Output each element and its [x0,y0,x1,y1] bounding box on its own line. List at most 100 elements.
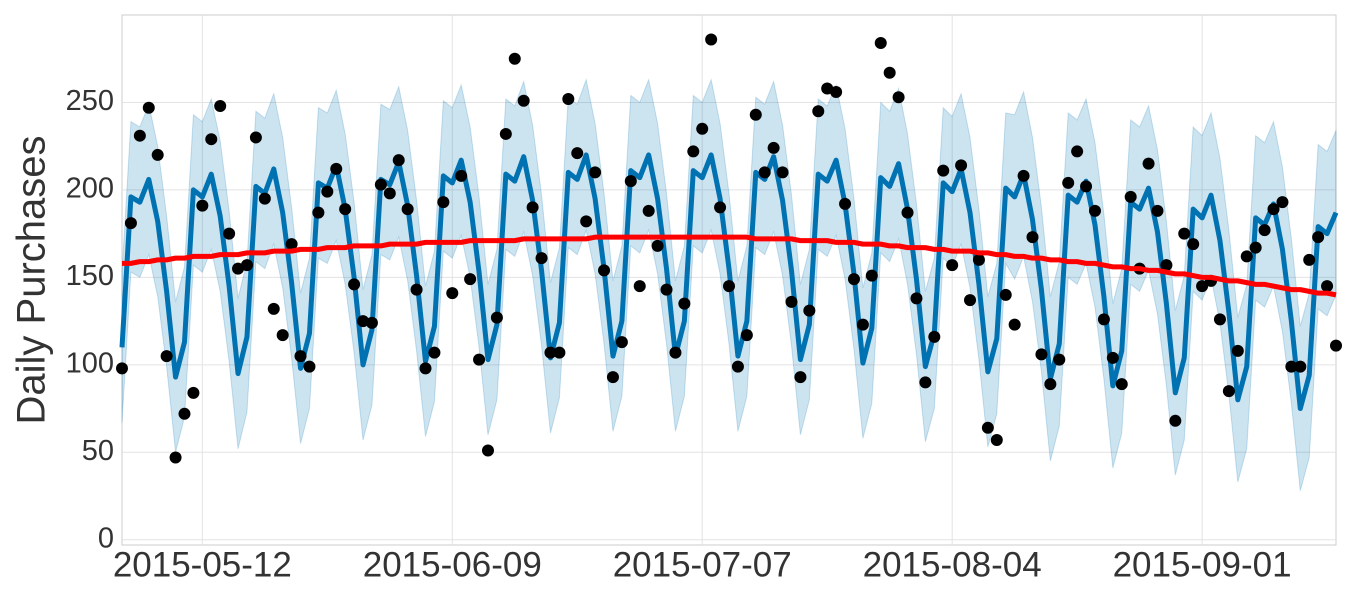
data-point [562,92,575,105]
data-point [285,238,298,251]
x-tick-label: 2015-06-09 [363,545,542,584]
data-point [481,444,494,457]
data-point [178,407,191,420]
data-point [669,346,682,359]
data-point [1267,203,1280,216]
data-point [946,259,959,272]
data-point [116,362,128,375]
data-point [571,147,584,160]
data-point [401,203,414,216]
data-point [1321,280,1334,293]
y-tick-label: 250 [66,85,114,117]
data-point [999,288,1012,301]
data-point [312,206,325,219]
data-point [517,94,530,107]
data-point [794,371,807,384]
data-point [1222,385,1235,398]
data-point [972,253,985,266]
data-point [321,185,334,198]
y-tick-label: 200 [66,173,114,205]
data-point [392,154,405,167]
data-point [160,350,173,363]
data-point [1276,196,1289,209]
data-point [1196,280,1209,293]
data-point [223,227,236,240]
data-point [1142,157,1155,170]
data-point [687,145,700,158]
data-point [526,201,539,214]
data-point [508,52,521,65]
data-point [473,353,486,366]
data-point [1115,378,1128,391]
data-point [740,329,753,342]
data-point [535,252,548,265]
data-point [892,91,905,104]
data-point [187,386,200,399]
data-point [624,175,637,188]
data-point [883,66,896,79]
data-point [348,278,361,291]
data-point [642,204,655,217]
data-point [133,129,146,142]
data-point [856,318,869,331]
data-point [1008,318,1021,331]
data-point [830,85,843,98]
x-tick-label: 2015-05-12 [113,545,292,584]
y-tick-label: 100 [66,347,114,379]
data-point [339,203,352,216]
data-point [803,304,816,317]
data-point [1062,176,1075,189]
data-point [151,148,164,161]
data-point [937,164,950,177]
data-point [142,101,155,114]
data-point [205,133,218,146]
data-point [580,215,593,228]
data-point [723,280,735,293]
data-point [1124,190,1137,203]
y-tick-label: 50 [82,435,114,467]
data-point [1312,231,1325,244]
x-tick-label: 2015-08-04 [863,545,1042,584]
data-point [1106,351,1119,364]
data-point [303,360,316,373]
data-point [990,434,1003,447]
data-point [776,166,789,179]
data-point [1160,259,1173,272]
data-point [357,315,370,328]
data-point [374,178,387,191]
data-point [651,239,664,252]
data-point [1285,360,1298,373]
data-point [437,196,450,209]
data-point [330,162,343,175]
data-point [705,33,718,46]
data-point [490,311,503,324]
data-point [464,273,477,286]
data-point [981,421,994,434]
data-point [847,273,860,286]
data-point [910,292,923,305]
data-point [428,346,441,359]
data-point [874,36,887,49]
data-point [1169,414,1182,427]
data-point [589,166,602,179]
data-point [1187,238,1200,251]
x-tick-label: 2015-09-01 [1113,545,1292,584]
data-point [615,336,628,349]
data-point [258,192,271,205]
data-point [1053,353,1066,366]
data-point [1151,204,1164,217]
data-point [1026,231,1039,244]
y-tick-label: 150 [66,260,114,292]
data-point [901,206,914,219]
data-point [731,360,744,373]
data-point [294,350,307,363]
data-point [606,371,619,384]
data-point [499,127,512,140]
data-point [383,187,396,200]
data-point [1240,250,1253,263]
data-point [1258,224,1271,237]
data-point [785,295,798,308]
y-tick-label: 0 [98,522,114,554]
data-point [249,131,262,144]
